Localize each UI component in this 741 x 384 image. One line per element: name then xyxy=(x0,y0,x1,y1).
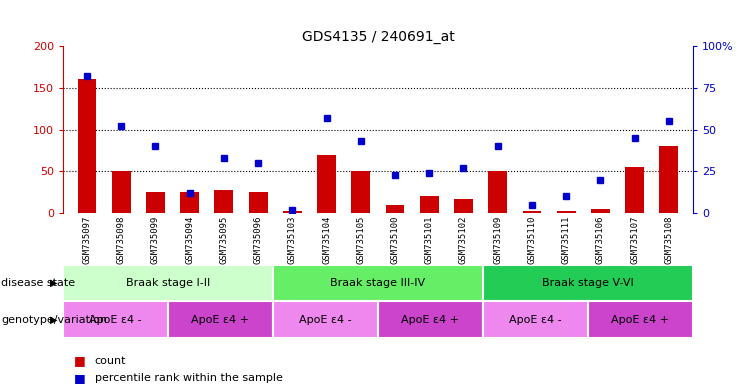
Text: ApoE ε4 -: ApoE ε4 - xyxy=(299,314,352,325)
Text: GSM735106: GSM735106 xyxy=(596,216,605,264)
Bar xyxy=(625,167,644,213)
Text: GSM735104: GSM735104 xyxy=(322,216,331,264)
Text: GSM735099: GSM735099 xyxy=(151,216,160,264)
Bar xyxy=(488,171,507,213)
Bar xyxy=(146,192,165,213)
Bar xyxy=(63,301,168,338)
Text: percentile rank within the sample: percentile rank within the sample xyxy=(95,373,283,383)
Bar xyxy=(385,205,405,213)
Bar xyxy=(556,210,576,213)
Bar xyxy=(273,265,483,301)
Bar xyxy=(283,212,302,213)
Bar xyxy=(249,192,268,213)
Text: GSM735110: GSM735110 xyxy=(528,216,536,264)
Text: Braak stage V-VI: Braak stage V-VI xyxy=(542,278,634,288)
Bar xyxy=(591,209,610,213)
Text: Braak stage I-II: Braak stage I-II xyxy=(126,278,210,288)
Bar xyxy=(180,192,199,213)
Text: GSM735111: GSM735111 xyxy=(562,216,571,264)
Text: ApoE ε4 -: ApoE ε4 - xyxy=(509,314,562,325)
Text: GSM735100: GSM735100 xyxy=(391,216,399,264)
Bar xyxy=(378,301,483,338)
Text: GSM735102: GSM735102 xyxy=(459,216,468,264)
Bar xyxy=(214,190,233,213)
Text: Braak stage III-IV: Braak stage III-IV xyxy=(330,278,425,288)
Text: disease state: disease state xyxy=(1,278,76,288)
Text: count: count xyxy=(95,356,127,366)
Bar xyxy=(588,301,693,338)
Bar xyxy=(420,197,439,213)
Bar xyxy=(273,301,378,338)
Text: GSM735109: GSM735109 xyxy=(494,216,502,264)
Bar xyxy=(659,146,678,213)
Bar xyxy=(112,171,130,213)
Bar xyxy=(454,199,473,213)
Text: GSM735101: GSM735101 xyxy=(425,216,433,264)
Bar xyxy=(483,265,693,301)
Text: GSM735095: GSM735095 xyxy=(219,216,228,264)
Text: GSM735098: GSM735098 xyxy=(116,216,126,264)
Text: GSM735107: GSM735107 xyxy=(630,216,639,264)
Bar xyxy=(522,210,542,213)
Bar xyxy=(483,301,588,338)
Bar xyxy=(168,301,273,338)
Text: GSM735094: GSM735094 xyxy=(185,216,194,264)
Text: GSM735096: GSM735096 xyxy=(253,216,262,264)
Text: GSM735097: GSM735097 xyxy=(82,216,91,264)
Text: ■: ■ xyxy=(74,354,86,367)
Bar xyxy=(317,155,336,213)
Bar xyxy=(78,79,96,213)
Bar xyxy=(351,171,370,213)
Text: ApoE ε4 +: ApoE ε4 + xyxy=(402,314,459,325)
Text: ▶: ▶ xyxy=(50,278,57,288)
Title: GDS4135 / 240691_at: GDS4135 / 240691_at xyxy=(302,30,454,44)
Text: ApoE ε4 +: ApoE ε4 + xyxy=(191,314,250,325)
Text: GSM735105: GSM735105 xyxy=(356,216,365,264)
Text: ■: ■ xyxy=(74,372,86,384)
Text: ▶: ▶ xyxy=(50,314,57,325)
Text: genotype/variation: genotype/variation xyxy=(1,314,107,325)
Text: GSM735103: GSM735103 xyxy=(288,216,297,264)
Bar xyxy=(63,265,273,301)
Text: ApoE ε4 +: ApoE ε4 + xyxy=(611,314,669,325)
Text: ApoE ε4 -: ApoE ε4 - xyxy=(89,314,142,325)
Text: GSM735108: GSM735108 xyxy=(665,216,674,264)
